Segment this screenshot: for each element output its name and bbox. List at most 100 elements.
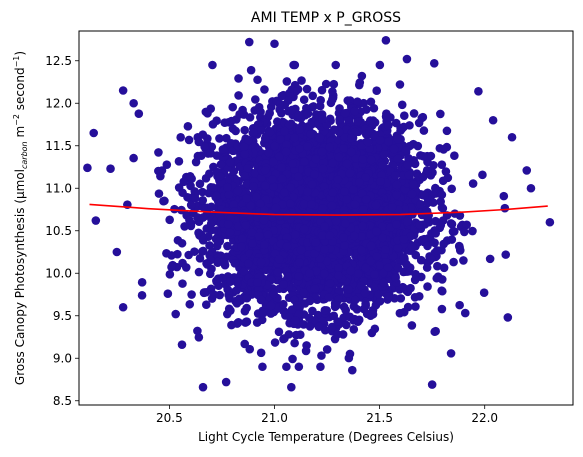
scatter-point [272,96,281,106]
scatter-point [251,95,260,104]
scatter-point [233,141,242,151]
scatter-point [380,245,390,254]
scatter-point [455,211,465,220]
scatter-point [479,288,489,297]
scatter-point [240,306,250,316]
scatter-point [290,315,300,325]
scatter-point [226,306,235,315]
scatter-point [407,189,417,199]
scatter-point [194,137,204,147]
scatter-point [379,278,388,288]
scatter-point [406,283,415,293]
scatter-point [302,84,312,94]
scatter-point [263,230,273,239]
scatter-point [297,76,306,85]
scatter-point [271,203,281,213]
scatter-point [233,186,243,196]
scatter-point [198,195,208,205]
scatter-point [346,214,356,223]
scatter-point [399,253,409,262]
scatter-point [290,133,299,143]
scatter-point [208,60,217,70]
scatter-point [335,104,344,113]
scatter-point [369,103,379,113]
scatter-point [401,146,411,155]
scatter-point [319,158,328,167]
scatter-point [253,75,262,85]
scatter-point [334,286,344,296]
scatter-point [303,187,312,197]
scatter-point [249,182,258,191]
scatter-point [252,278,262,287]
scatter-point [431,229,440,238]
scatter-point [372,252,382,261]
scatter-point [229,200,238,210]
scatter-point [410,159,420,169]
scatter-point [384,137,393,147]
scatter-point [249,128,259,137]
scatter-point [350,231,359,241]
scatter-point [162,160,172,170]
scatter-point [403,302,413,312]
scatter-point [256,125,266,135]
scatter-point [134,109,144,118]
scatter-point [356,281,366,291]
scatter-point [227,116,236,126]
scatter-point [252,318,262,327]
scatter-point [392,220,401,229]
scatter-point [267,174,277,184]
scatter-point [270,141,279,151]
scatter-point [405,121,414,130]
scatter-point [361,173,371,182]
scatter-point [423,282,432,291]
scatter-point [413,141,423,151]
scatter-point [393,134,402,144]
scatter-point [442,126,452,136]
scatter-point [307,200,316,209]
scatter-point [423,213,433,223]
scatter-point [436,109,445,119]
scatter-point [287,105,297,115]
scatter-point [223,220,233,229]
scatter-point [395,308,405,318]
scatter-point [350,200,360,209]
scatter-point [419,234,429,244]
scatter-point [350,106,360,116]
scatter-point [225,277,235,287]
scatter-point [311,238,321,247]
scatter-point [215,172,225,181]
scatter-point [237,242,246,252]
scatter-point [250,169,260,178]
scatter-point [242,317,251,326]
scatter-point [167,262,176,272]
scatter-point [307,180,317,189]
scatter-point [244,259,253,268]
scatter-point [393,212,403,221]
scatter-point [363,137,373,147]
scatter-point [202,260,212,269]
scatter-point [375,136,385,145]
scatter-point [352,305,362,314]
scatter-point [232,298,242,308]
scatter-point [416,255,426,265]
scatter-point [198,202,208,212]
scatter-point [228,102,238,112]
scatter-point [399,235,409,244]
scatter-point [183,122,193,131]
scatter-point [252,192,261,202]
scatter-point [362,309,372,319]
scatter-point [178,258,187,268]
scatter-point [409,109,419,118]
scatter-point [318,114,327,124]
scatter-point [406,232,415,241]
scatter-point [353,117,363,126]
scatter-point [384,292,393,301]
scatter-point [414,291,424,301]
scatter-point [282,140,291,150]
scatter-point [282,77,292,86]
scatter-point [351,153,361,163]
scatter-point [256,257,266,267]
scatter-point [248,239,257,248]
scatter-point [325,142,335,152]
scatter-point [375,261,384,270]
